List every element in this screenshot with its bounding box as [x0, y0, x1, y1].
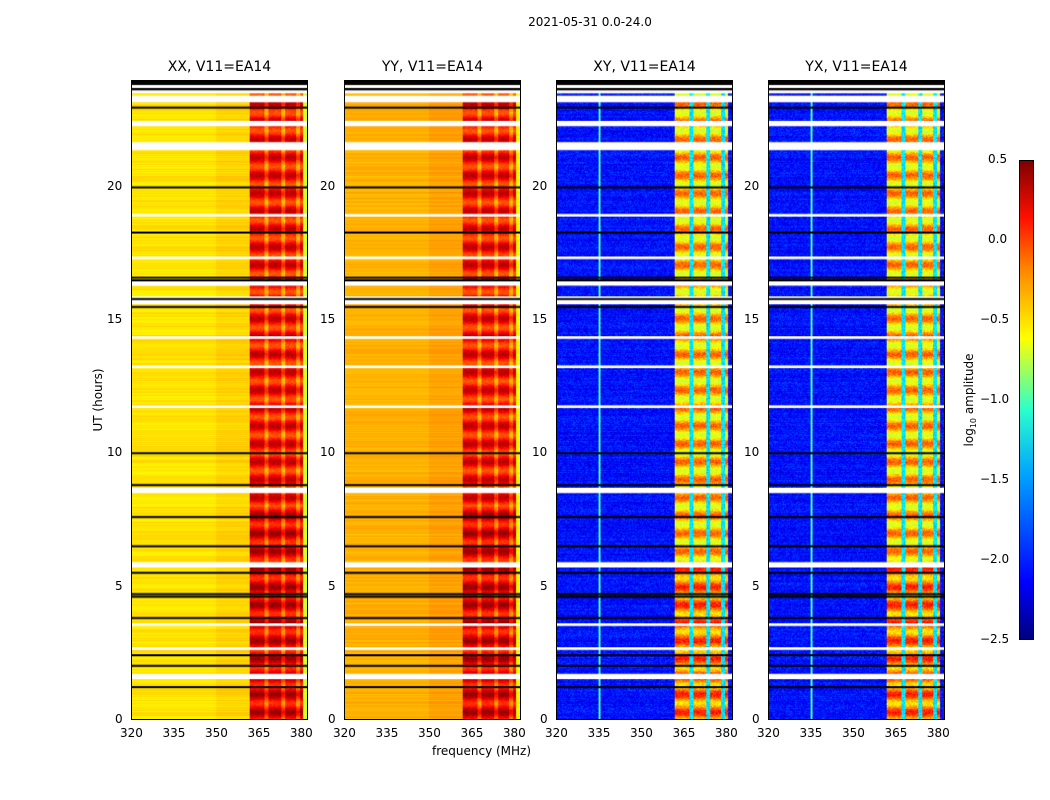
panel-title: YY, V11=EA14: [381, 59, 484, 75]
y-tick-label: 5: [115, 578, 123, 593]
x-tick-label: 365: [460, 726, 484, 740]
y-tick-label: 0: [115, 712, 123, 726]
y-tick-label: 15: [320, 312, 336, 326]
x-tick-label: 350: [841, 726, 865, 740]
x-tick-label: 350: [204, 726, 228, 740]
heatmap-panel-3: [556, 80, 733, 720]
heatmap-image: [345, 81, 520, 719]
heatmap-image: [557, 81, 732, 719]
heatmap-image: [132, 81, 307, 719]
y-tick-label: 20: [744, 178, 760, 193]
colorbar-tick-label: −2.0: [980, 552, 1010, 566]
x-tick-label: 320: [333, 726, 356, 740]
colorbar-tick-label: −1.0: [980, 392, 1010, 406]
y-tick-label: 0: [752, 712, 760, 726]
x-tick-label: 365: [672, 726, 696, 740]
colorbar-tick-label: −0.5: [980, 312, 1010, 326]
x-tick-label: 380: [926, 726, 950, 740]
x-tick-label: 320: [120, 726, 143, 740]
x-tick-label: 350: [629, 726, 653, 740]
y-tick-label: 10: [320, 445, 336, 460]
heatmap-image: [769, 81, 944, 719]
panel-title: XX, V11=EA14: [167, 59, 272, 75]
x-tick-label: 320: [757, 726, 780, 740]
panel-title: XY, V11=EA14: [593, 59, 696, 75]
y-tick-label: 10: [107, 445, 123, 460]
x-tick-label: 365: [884, 726, 908, 740]
colorbar-tick-label: −2.5: [980, 632, 1010, 646]
colorbar: [1019, 160, 1034, 640]
heatmap-panel-4: [768, 80, 945, 720]
x-tick-label: 335: [162, 726, 186, 740]
y-tick-label: 0: [328, 712, 336, 726]
x-tick-label: 380: [502, 726, 526, 740]
panel-title: YX, V11=EA14: [805, 59, 908, 75]
x-tick-label: 380: [714, 726, 738, 740]
x-tick-label: 365: [247, 726, 271, 740]
x-tick-label: 320: [545, 726, 568, 740]
x-tick-label: 350: [417, 726, 441, 740]
x-tick-label: 335: [587, 726, 611, 740]
y-tick-label: 15: [532, 312, 548, 326]
colorbar-tick-label: 0.5: [988, 152, 1008, 166]
y-tick-label: 20: [320, 178, 336, 193]
colorbar-tick-label: 0.0: [988, 232, 1008, 246]
x-tick-label: 335: [799, 726, 823, 740]
y-tick-label: 20: [532, 178, 548, 193]
y-axis-label: UT (hours): [91, 368, 105, 432]
x-tick-label: 380: [289, 726, 313, 740]
y-tick-label: 0: [540, 712, 548, 726]
y-tick-label: 5: [540, 578, 548, 593]
y-tick-label: 15: [744, 312, 760, 326]
y-tick-label: 5: [752, 578, 760, 593]
heatmap-panel-1: [131, 80, 308, 720]
colorbar-label: log10 amplitude: [961, 353, 979, 447]
y-tick-label: 15: [107, 312, 123, 326]
y-tick-label: 5: [328, 578, 336, 593]
y-tick-label: 10: [532, 445, 548, 460]
y-tick-label: 20: [107, 178, 123, 193]
x-axis-label: frequency (MHz): [432, 744, 532, 758]
colorbar-tick-label: −1.5: [980, 472, 1010, 486]
y-tick-label: 10: [744, 445, 760, 460]
heatmap-panel-2: [344, 80, 521, 720]
figure-title: 2021-05-31 0.0-24.0: [528, 15, 652, 29]
x-tick-label: 335: [375, 726, 399, 740]
